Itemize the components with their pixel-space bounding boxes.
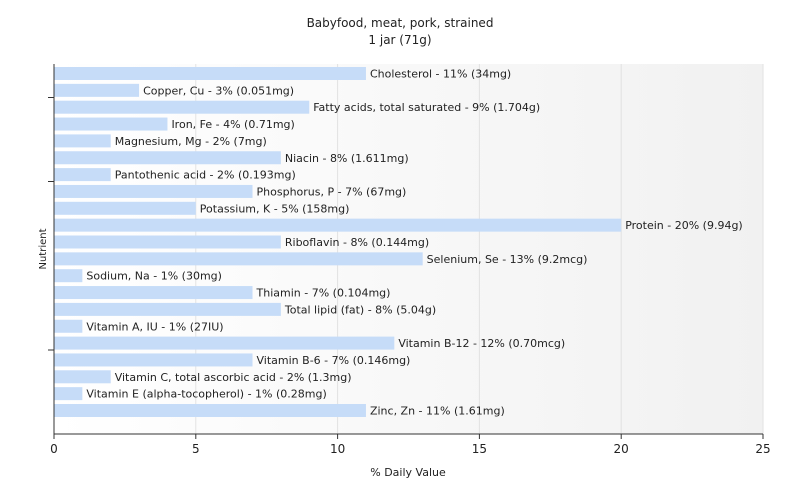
- bar: [54, 269, 83, 283]
- bar-label: Selenium, Se - 13% (9.2mcg): [427, 253, 588, 266]
- bar: [54, 151, 281, 165]
- bar: [54, 353, 253, 367]
- chart-title-block: Babyfood, meat, pork, strained 1 jar (71…: [0, 15, 800, 49]
- x-tick-label: 0: [50, 442, 58, 456]
- bar: [54, 286, 253, 300]
- bar: [54, 302, 281, 316]
- bar: [54, 404, 366, 417]
- x-tick-label: 20: [614, 442, 629, 456]
- bar: [54, 336, 395, 350]
- bar: [54, 83, 140, 97]
- bar: [54, 319, 83, 333]
- bar-label: Vitamin E (alpha-tocopherol) - 1% (0.28m…: [86, 388, 326, 401]
- x-tick-label: 10: [330, 442, 345, 456]
- bar-label: Riboflavin - 8% (0.144mg): [285, 236, 429, 249]
- bar-label: Potassium, K - 5% (158mg): [200, 202, 350, 215]
- x-tick-label: 5: [192, 442, 200, 456]
- bar: [54, 218, 622, 232]
- bar-labels: Cholesterol - 11% (34mg) Copper, Cu - 3% …: [86, 68, 742, 418]
- bar: [54, 184, 253, 198]
- x-tick-label: 15: [472, 442, 487, 456]
- bar-label: Vitamin B-12 - 12% (0.70mcg): [398, 337, 565, 350]
- bar-label: Sodium, Na - 1% (30mg): [86, 270, 222, 283]
- bar: [54, 134, 111, 148]
- y-axis-label: Nutrient: [38, 228, 49, 269]
- plot-area: [54, 64, 763, 434]
- chart-subtitle: 1 jar (71g): [368, 33, 432, 47]
- bars: [54, 67, 622, 417]
- bar-label: Thiamin - 7% (0.104mg): [256, 287, 391, 300]
- bar-label: Zinc, Zn - 11% (1.61mg): [370, 405, 505, 418]
- bar: [54, 117, 168, 131]
- x-tick-label: 25: [755, 442, 770, 456]
- bar-label: Pantothenic acid - 2% (0.193mg): [115, 169, 296, 182]
- bar: [54, 168, 111, 182]
- bar-label: Fatty acids, total saturated - 9% (1.704…: [313, 101, 540, 114]
- bar-label: Magnesium, Mg - 2% (7mg): [115, 135, 267, 148]
- chart-title: Babyfood, meat, pork, strained: [306, 16, 494, 30]
- bar-label: Cholesterol - 11% (34mg): [370, 68, 511, 81]
- bar: [54, 370, 111, 384]
- x-axis-label: % Daily Value: [370, 466, 446, 479]
- bar: [54, 67, 366, 80]
- bar: [54, 252, 423, 266]
- bar: [54, 235, 281, 249]
- bar: [54, 100, 310, 114]
- axes: 0 5 10 15 20 25: [48, 64, 771, 456]
- bar-label: Vitamin C, total ascorbic acid - 2% (1.3…: [115, 371, 352, 384]
- bar: [54, 387, 83, 401]
- grid-lines: [195, 64, 764, 434]
- bar-label: Vitamin A, IU - 1% (27IU): [86, 320, 223, 333]
- bar-label: Niacin - 8% (1.611mg): [285, 152, 409, 165]
- bar-label: Protein - 20% (9.94g): [625, 219, 743, 232]
- bar-label: Copper, Cu - 3% (0.051mg): [143, 84, 294, 97]
- bar: [54, 201, 196, 215]
- bar-label: Phosphorus, P - 7% (67mg): [257, 185, 407, 198]
- bar-label: Vitamin B-6 - 7% (0.146mg): [257, 354, 411, 367]
- bar-label: Iron, Fe - 4% (0.71mg): [171, 118, 294, 131]
- bar-label: Total lipid (fat) - 8% (5.04g): [284, 303, 436, 316]
